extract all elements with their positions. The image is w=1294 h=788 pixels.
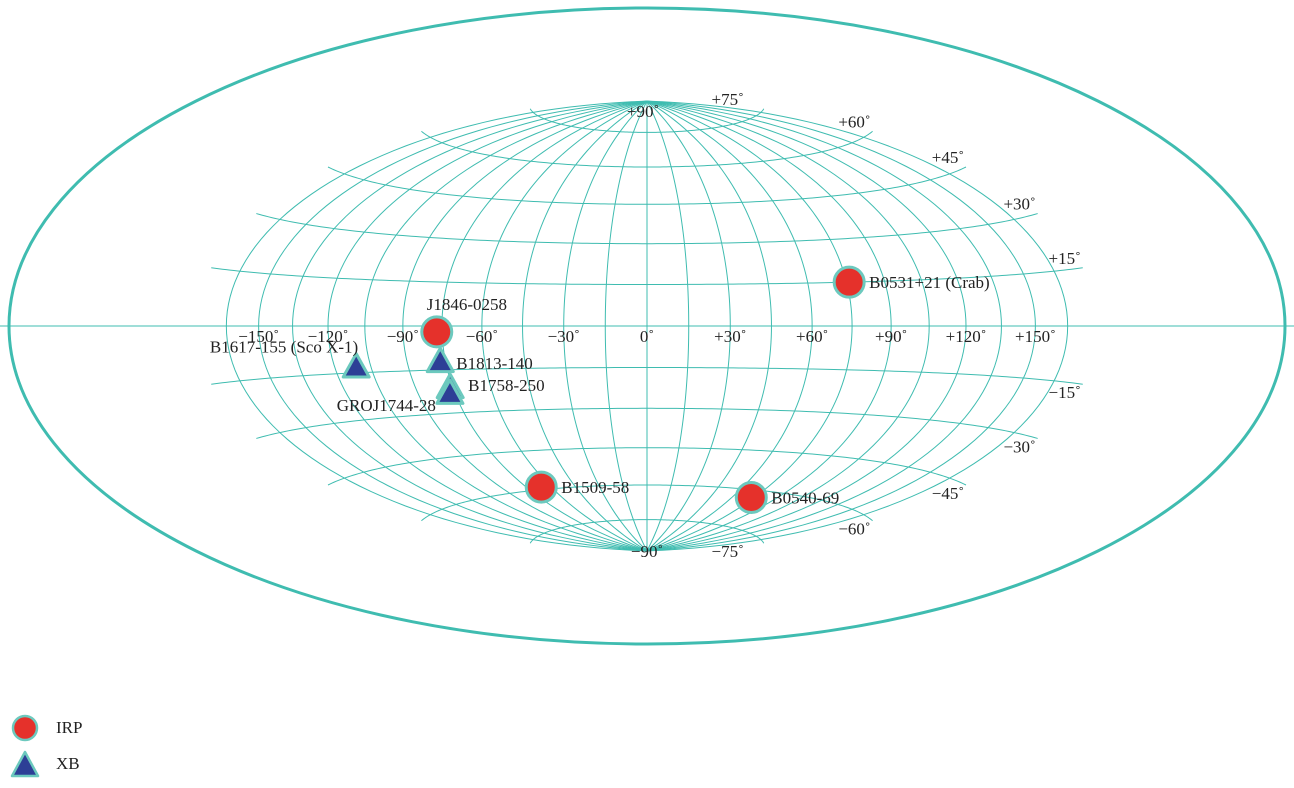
- legend-item-irp: IRP: [10, 710, 82, 746]
- map-outline: [7, 6, 1287, 646]
- hammer-aitoff-map: −150˚ −120˚ −90˚ −60˚ −30˚ 0˚ +30˚ +60˚ +90˚ +120…: [0, 6, 1294, 646]
- lon-tick-label: +90˚: [875, 327, 907, 346]
- parallel-line: [211, 267, 1083, 285]
- parallel-line: [211, 367, 1083, 385]
- data-points: B0531+21 (Crab) J1846-0258 B1509-58 B0540-6…: [210, 265, 990, 514]
- graticule: [0, 6, 1294, 646]
- irp-circle-icon: [11, 714, 39, 742]
- lon-tick-label: −60˚: [466, 327, 498, 346]
- point-label: B1617-155 (Sco X-1): [210, 338, 358, 357]
- lat-tick-label: −30˚: [1003, 437, 1035, 456]
- point-label: B1509-58: [561, 478, 629, 497]
- point-label: J1846-0258: [427, 295, 507, 314]
- xb-triangle-icon: [10, 750, 40, 778]
- irp-point: [832, 265, 866, 299]
- lat-tick-label: +30˚: [1003, 195, 1035, 214]
- lat-tick-label: −15˚: [1049, 383, 1081, 402]
- irp-point: [420, 315, 454, 349]
- lon-tick-label: −30˚: [548, 327, 580, 346]
- xb-point: [435, 378, 465, 405]
- lat-tick-label: −60˚: [838, 520, 870, 539]
- lat-tick-label: +15˚: [1049, 249, 1081, 268]
- lat-tick-label: +90˚: [627, 102, 659, 121]
- irp-point: [734, 480, 768, 514]
- point-label: B0540-69: [771, 488, 839, 507]
- lon-tick-label: 0˚: [640, 327, 654, 346]
- legend-item-xb: XB: [10, 746, 82, 782]
- lat-tick-label: +75˚: [712, 90, 744, 109]
- lat-tick-label: −45˚: [932, 484, 964, 503]
- lat-tick-label: +45˚: [932, 148, 964, 167]
- tick-labels: −150˚ −120˚ −90˚ −60˚ −30˚ 0˚ +30˚ +60˚ +90˚ +120…: [238, 90, 1081, 561]
- lon-tick-label: −150˚: [238, 327, 279, 346]
- lon-tick-label: −90˚: [387, 327, 419, 346]
- lat-tick-label: −75˚: [712, 542, 744, 561]
- parallel-line: [421, 484, 873, 522]
- point-label: B1813-140: [456, 354, 533, 373]
- legend-label-irp: IRP: [56, 718, 83, 737]
- parallel-line: [256, 213, 1038, 245]
- xb-point: [425, 346, 455, 374]
- lat-tick-label: −90˚: [631, 542, 663, 561]
- point-label: B1758-250: [468, 376, 545, 395]
- lon-tick-label: −120˚: [308, 327, 349, 346]
- point-label: B0531+21 (Crab): [869, 273, 990, 292]
- irp-point: [524, 470, 558, 504]
- xb-point: [341, 352, 371, 379]
- parallel-line: [529, 519, 765, 544]
- parallel-line: [327, 166, 967, 205]
- lon-tick-label: +30˚: [714, 327, 746, 346]
- parallel-line: [421, 130, 873, 168]
- point-label: GROJ1744-28: [337, 396, 436, 415]
- legend-label-xb: XB: [56, 754, 80, 773]
- legend: IRP XB: [10, 710, 82, 782]
- lon-tick-label: +150˚: [1015, 327, 1056, 346]
- parallel-line: [327, 447, 967, 486]
- lon-tick-label: +60˚: [796, 327, 828, 346]
- lat-tick-label: +60˚: [838, 112, 870, 131]
- parallel-line: [256, 407, 1038, 439]
- parallel-line: [529, 108, 765, 133]
- lon-tick-label: +120˚: [946, 327, 987, 346]
